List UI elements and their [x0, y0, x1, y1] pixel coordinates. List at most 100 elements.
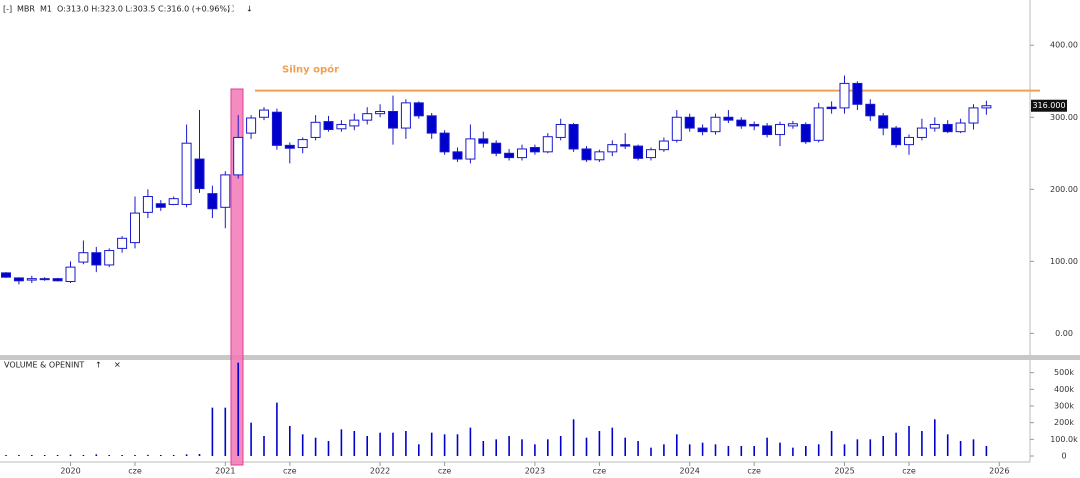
candle-body	[684, 116, 695, 129]
x-tick-label: 2024	[680, 467, 700, 476]
candle-body	[426, 115, 437, 134]
candle-body	[142, 196, 153, 213]
candle-body	[878, 115, 889, 129]
interval: M1	[40, 5, 52, 14]
close-icon[interactable]: ✕	[114, 361, 121, 370]
last-price-box	[1031, 99, 1067, 112]
candle-body	[891, 127, 902, 146]
candle-body	[104, 250, 115, 266]
candle-body	[439, 132, 450, 153]
quote: O:313.0 H:323.0 L:303.5 C:316.0 (+0.96%)	[57, 5, 230, 14]
candle-body	[91, 252, 102, 266]
candle-body	[271, 111, 282, 146]
y-tick-label: 200.00	[1050, 185, 1078, 194]
candle-body	[787, 123, 798, 127]
move-icon[interactable]: ↑	[95, 361, 102, 370]
candle-body	[259, 109, 269, 118]
candle-body	[955, 122, 966, 133]
x-tick-label: 2021	[215, 467, 235, 476]
candle-body	[26, 278, 37, 281]
candle-body	[555, 123, 566, 138]
candle-body	[710, 116, 721, 133]
candle-body	[310, 121, 321, 138]
candle-body	[491, 142, 502, 154]
candle-body	[130, 212, 140, 244]
candle-body	[13, 277, 24, 282]
y-tick-label: 0.00	[1055, 329, 1073, 338]
candle-body	[52, 278, 63, 282]
candle-body	[517, 148, 527, 159]
candle-body	[155, 203, 166, 208]
candle-body	[620, 144, 631, 147]
candle-body	[826, 106, 837, 110]
annotation: Silny opór	[282, 64, 339, 76]
last-price-label: 316.000	[1032, 101, 1065, 110]
expand-icon[interactable]: ⛶	[227, 5, 234, 14]
symbol: MBR	[17, 5, 35, 14]
y-tick-label: 500k	[1054, 368, 1074, 377]
x-tick-label: cze	[438, 467, 452, 476]
candle-body	[388, 111, 398, 129]
candle-body	[207, 193, 218, 210]
candle-body	[233, 136, 244, 176]
candle-body	[168, 198, 179, 205]
candle-body	[452, 151, 463, 160]
candle-body	[413, 102, 424, 117]
candle-body	[852, 82, 863, 105]
x-tick-label: 2026	[989, 467, 1009, 476]
candle-body	[904, 136, 914, 146]
candle-body	[749, 123, 760, 127]
candle-body	[465, 138, 476, 160]
candle-body	[775, 123, 785, 136]
candle-body	[542, 136, 553, 153]
y-tick-label: 400k	[1054, 385, 1074, 394]
x-tick-label: 2025	[834, 467, 854, 476]
y-tick-label: 400.00	[1050, 41, 1078, 50]
candle-body	[981, 105, 992, 109]
candle-body	[529, 147, 540, 153]
candle-body	[194, 158, 205, 190]
highlight	[230, 88, 244, 466]
candle-body	[246, 117, 257, 134]
candle-body	[658, 140, 669, 151]
candle-body	[633, 145, 644, 159]
candle-body	[284, 144, 295, 149]
candle-body	[581, 148, 592, 161]
candle-body	[813, 107, 824, 141]
candle-body	[865, 103, 876, 117]
y-tick-label: 300.00	[1050, 113, 1078, 122]
candle-body	[478, 138, 489, 144]
candle-body	[646, 149, 656, 159]
candle-body	[117, 237, 128, 249]
candle-body	[942, 123, 953, 133]
candle-body	[929, 123, 940, 129]
candle-body	[594, 151, 605, 161]
collapse-icon[interactable]: [-]	[3, 5, 12, 14]
candle-body	[762, 125, 773, 136]
candle-body	[504, 152, 515, 159]
candle-body	[736, 119, 747, 127]
candle-body	[336, 123, 347, 130]
candle-body	[181, 142, 192, 205]
candle-body	[220, 174, 231, 208]
x-tick-label: cze	[128, 467, 142, 476]
menu-icon[interactable]: ↓	[246, 5, 253, 14]
candle-body	[916, 127, 927, 138]
x-tick-label: cze	[747, 467, 761, 476]
candle-body	[349, 119, 360, 127]
candle-body	[800, 123, 811, 143]
x-tick-label: 2022	[370, 467, 390, 476]
candle-body	[607, 144, 618, 153]
candle-body	[400, 102, 411, 129]
candle-body	[65, 266, 76, 283]
candle-body	[375, 111, 386, 115]
candle-body	[697, 127, 708, 133]
candle-body	[78, 252, 89, 263]
y-tick-label: 200k	[1054, 418, 1074, 427]
x-tick-label: 2020	[60, 467, 80, 476]
candle-body	[568, 123, 579, 150]
panel-title: VOLUME & OPENINT	[4, 361, 84, 370]
candle-body	[362, 113, 373, 121]
